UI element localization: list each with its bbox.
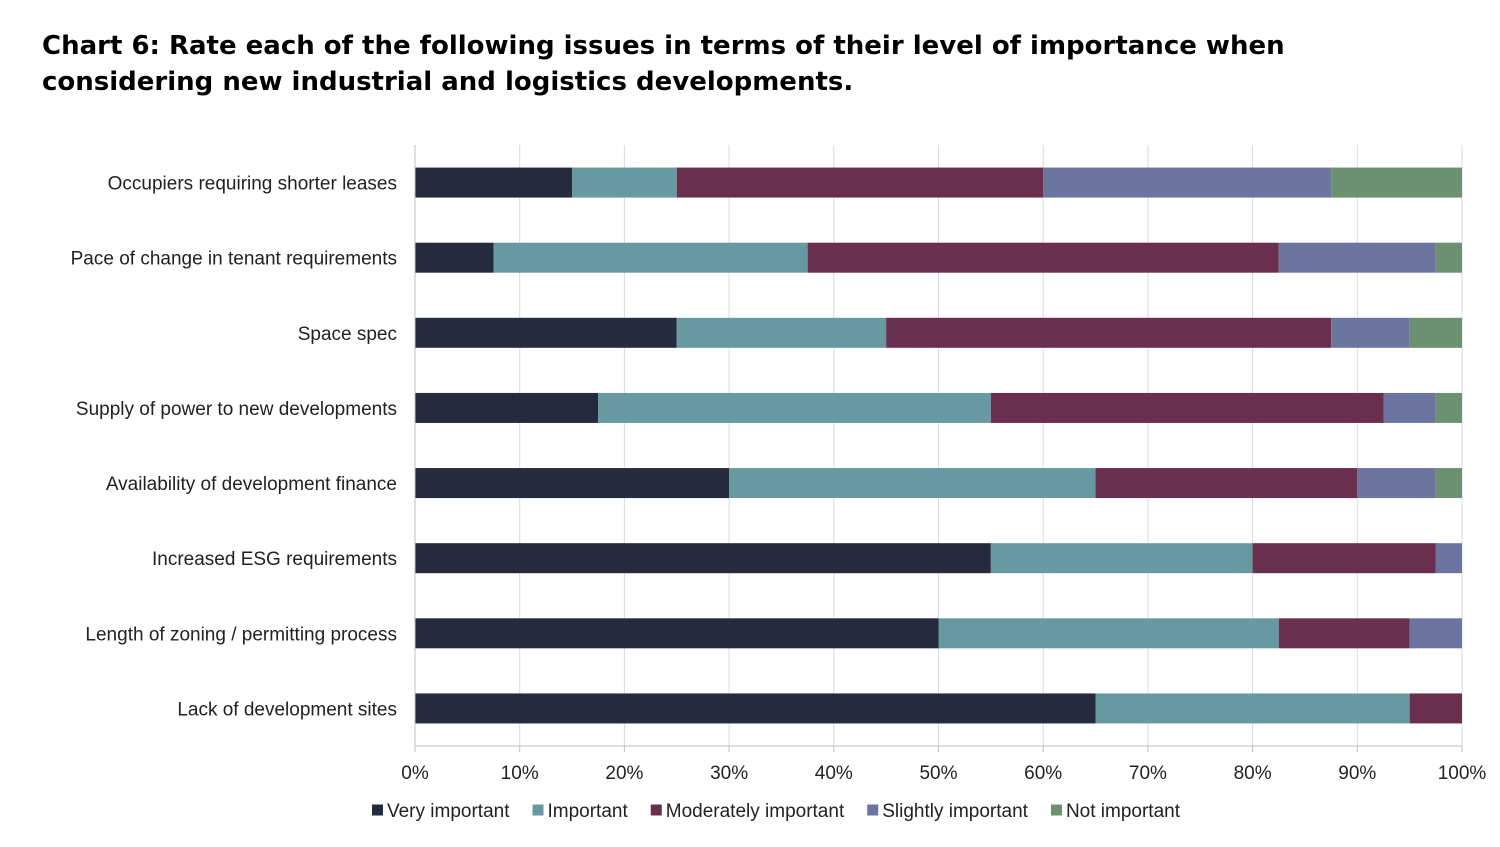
bar-segment (676, 167, 1044, 198)
bar-segment (1409, 317, 1462, 348)
category-label: Occupiers requiring shorter leases (108, 174, 397, 195)
x-tick-label: 60% (1024, 763, 1062, 784)
chart-title-line-2: considering new industrial and logistics… (42, 67, 854, 97)
category-label: Lack of development sites (177, 699, 397, 720)
legend-label: Not important (1066, 801, 1181, 822)
bar-segment (1331, 167, 1462, 198)
bar-segment (1409, 693, 1462, 724)
bar-segment (1095, 468, 1358, 499)
bar-segment (1043, 167, 1332, 198)
legend-swatch (1050, 804, 1062, 816)
bar-segment (1409, 618, 1462, 649)
category-label: Pace of change in tenant requirements (71, 249, 397, 270)
bar-segment (493, 242, 808, 273)
bar-segment (729, 468, 1096, 499)
legend-label: Slightly important (882, 801, 1028, 822)
legend-label: Very important (387, 801, 510, 822)
bar-segment (1435, 468, 1462, 499)
bar-segment (1435, 392, 1462, 423)
legend-swatch (867, 804, 879, 816)
bar-segment (415, 543, 991, 574)
bar-segment (415, 392, 599, 423)
x-tick-label: 80% (1234, 763, 1272, 784)
bar-segment (572, 167, 677, 198)
category-label: Supply of power to new developments (76, 399, 397, 420)
x-tick-label: 90% (1338, 763, 1376, 784)
bar-segment (1278, 618, 1410, 649)
bar-segment (990, 392, 1384, 423)
x-tick-label: 50% (919, 763, 957, 784)
x-tick-label: 100% (1438, 763, 1487, 784)
x-tick-label: 20% (605, 763, 643, 784)
bar-segment (1095, 693, 1410, 724)
legend-swatch (532, 804, 544, 816)
bar-segment (1252, 543, 1436, 574)
legend-label: Moderately important (666, 801, 845, 822)
x-tick-labels: 0% 10% 20% 30% 40% 50% 60% 70% 80% 90% 100% (401, 763, 1486, 784)
category-labels: Occupiers requiring shorter leases Pace o… (71, 174, 397, 721)
x-tick-label: 10% (501, 763, 539, 784)
bar-segment (1383, 392, 1436, 423)
category-label: Availability of development finance (106, 474, 397, 495)
gridlines (519, 145, 1463, 746)
category-label: Length of zoning / permitting process (85, 624, 397, 645)
legend-label: Important (547, 801, 628, 822)
bar-segment (990, 543, 1253, 574)
category-label: Space spec (298, 324, 397, 345)
legend-swatch (371, 804, 383, 816)
bar-segment (1435, 242, 1462, 273)
x-tick-label: 40% (815, 763, 853, 784)
bar-segment (415, 167, 573, 198)
bar-segment (1357, 468, 1436, 499)
x-tick-label: 30% (710, 763, 748, 784)
bar-segment (415, 618, 939, 649)
bar-segment (1331, 317, 1410, 348)
legend: Very important Important Moderately import… (371, 801, 1181, 822)
chart-title-line-1: Chart 6: Rate each of the following issu… (42, 31, 1285, 61)
bar-segment (938, 618, 1279, 649)
bar-segment (1278, 242, 1436, 273)
x-tick-label: 70% (1129, 763, 1167, 784)
bar-segment (415, 693, 1096, 724)
category-label: Increased ESG requirements (152, 549, 397, 570)
bar-segment (1435, 543, 1462, 574)
bar-segment (415, 317, 677, 348)
bar-segment (598, 392, 991, 423)
axes (414, 145, 1463, 752)
bars (415, 167, 1462, 724)
bar-segment (886, 317, 1332, 348)
chart-title: Chart 6: Rate each of the following issu… (42, 28, 1462, 100)
bar-segment (415, 468, 730, 499)
bar-segment (807, 242, 1279, 273)
x-tick-label: 0% (401, 763, 429, 784)
bar-segment (676, 317, 887, 348)
bar-segment (415, 242, 494, 273)
legend-swatch (650, 804, 662, 816)
